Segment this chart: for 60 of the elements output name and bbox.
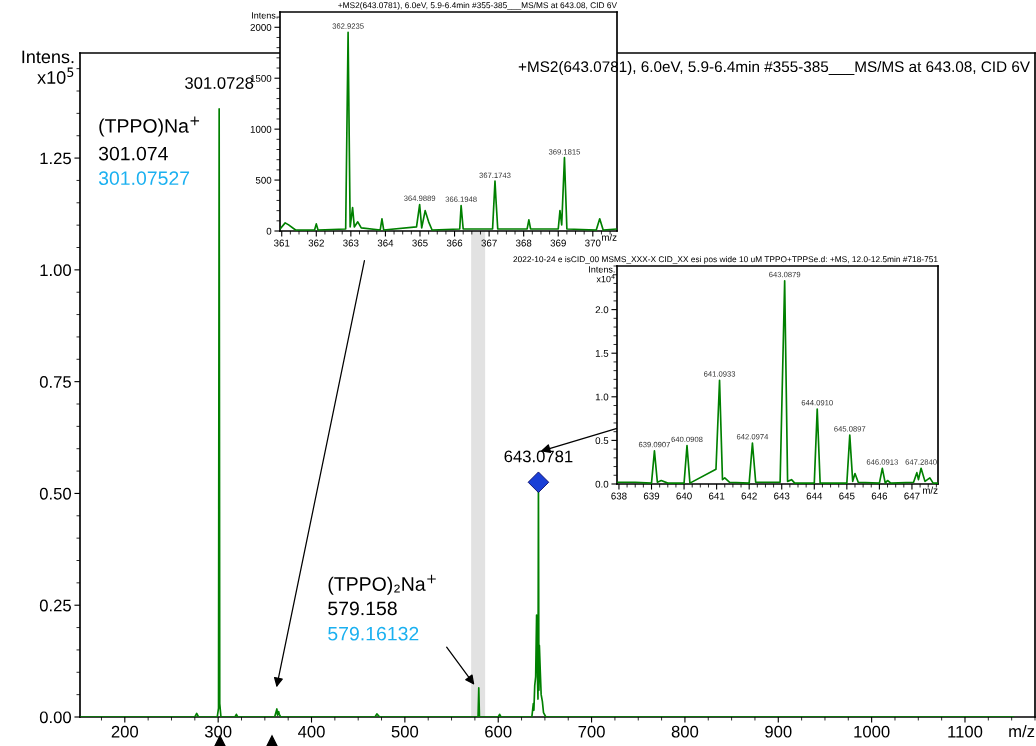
x-tick-label: 1100: [948, 725, 983, 738]
y-tick-label: 0.5: [595, 437, 609, 445]
x-tick-label: 638: [611, 492, 627, 500]
x-tick-label: 370: [585, 239, 601, 247]
y-tick-label: 2000: [250, 24, 272, 31]
x-tick-label: 644: [806, 492, 823, 500]
y-axis-title: Intens.: [252, 12, 278, 19]
y-tick-label: 0.00: [39, 711, 72, 724]
x-axis-title: m/z: [922, 486, 938, 494]
x-tick-label: 500: [391, 725, 419, 738]
y-axis-title: Intens. x10$^{4}$: [589, 266, 615, 283]
x-tick-label: 200: [111, 725, 139, 738]
annotation: 301.07527: [98, 171, 190, 186]
x-tick-label: 362: [308, 239, 324, 247]
y-tick-label: 0.25: [39, 599, 71, 612]
x-tick-label: 700: [578, 725, 605, 738]
y-tick-label: 0: [266, 227, 272, 235]
x-tick-label: 643: [774, 492, 790, 500]
x-tick-label: 363: [343, 239, 359, 247]
x-tick-label: 642: [741, 492, 757, 500]
x-tick-label: 366: [446, 239, 463, 247]
x-tick-label: 900: [765, 725, 792, 738]
y-tick-label: 0.50: [39, 487, 72, 500]
x-tick-label: 800: [671, 725, 699, 738]
x-tick-label: 640: [676, 492, 692, 500]
annotation: (TPPO)Na$^{+}$: [99, 116, 200, 137]
chart-title: +MS2(643.0781), 6.0eV, 5.9-6.4min #355-385___MS/MS at 643.08, CID 6V: [338, 2, 617, 10]
annotation: 579.158: [328, 601, 397, 616]
y-tick-label: 1000: [250, 125, 272, 133]
annotation: 643.0781: [504, 450, 573, 463]
x-tick-label: 645: [839, 492, 855, 500]
y-tick-label: 0.0: [595, 480, 609, 488]
x-tick-label: 364: [377, 239, 394, 247]
annotation: 579.16132: [328, 626, 419, 641]
y-tick-label: 1.0: [595, 393, 609, 401]
x-tick-label: 1000: [854, 725, 890, 738]
y-tick-label: 0.75: [39, 376, 71, 388]
y-tick-label: 1.5: [595, 350, 609, 357]
y-tick-label: 1.00: [40, 264, 72, 277]
x-tick-label: 646: [871, 492, 888, 500]
x-tick-label: 300: [204, 725, 232, 738]
y-tick-label: 1.25: [40, 152, 71, 165]
x-tick-label: 361: [273, 239, 290, 247]
x-tick-label: 647: [904, 492, 920, 500]
y-tick-label: 500: [255, 176, 272, 184]
x-tick-label: 639: [643, 492, 660, 500]
y-tick-label: 2.0: [595, 306, 609, 314]
x-tick-label: 600: [485, 725, 512, 738]
x-axis-title: m/z: [1009, 724, 1035, 738]
chart-title: 2022-10-24 e isCID_00 MSMS_XXX-X CID_XX esi pos wide 10 uM TPPO+TPPSe.d: +MS, 12.0-12.5min #718-751: [513, 256, 938, 264]
x-tick-label: 400: [298, 725, 325, 738]
x-tick-label: 365: [412, 239, 428, 247]
x-tick-label: 367: [481, 239, 497, 247]
x-tick-label: 368: [515, 239, 532, 247]
annotation: (TPPO)₂Na$^{+}$: [328, 574, 436, 595]
x-axis-title: m/z: [601, 233, 617, 241]
y-axis-title: Intens. x10$^{5}$: [22, 50, 74, 84]
x-tick-label: 641: [709, 492, 725, 500]
x-tick-label: 369: [550, 239, 566, 247]
annotation: 301.074: [98, 146, 168, 161]
